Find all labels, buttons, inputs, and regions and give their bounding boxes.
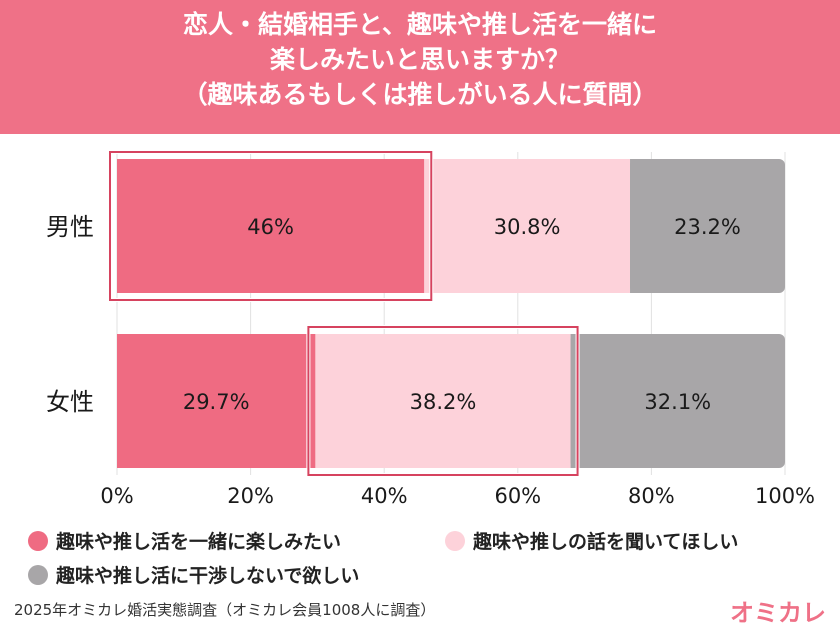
legend-label-together: 趣味や推し活を一緒に楽しみたい [56, 531, 342, 553]
bar-segment [315, 334, 571, 468]
x-tick-label: 100% [755, 484, 815, 508]
title-line-2: 楽しみたいと思いますか？ [269, 45, 570, 74]
bar-segment [117, 334, 316, 468]
legend-item-listen: 趣味や推しの話を聞いてほしい [445, 527, 738, 554]
legend-item-together: 趣味や推し活を一緒に楽しみたい [28, 527, 341, 554]
legend-label-listen: 趣味や推しの話を聞いてほしい [473, 531, 739, 553]
x-tick-label: 60% [494, 484, 541, 508]
bar-segment-fill [630, 159, 641, 293]
legend-label-no-interference: 趣味や推し活に干渉しないで欲しい [56, 565, 360, 587]
stacked-bar-chart: 46% 30.8% 23.2% 男性 29.7% 38.2% 32.1% 女性 0% 20% 40%… [46, 150, 815, 508]
chart-title: 恋人・結婚相手と、趣味や推し活を一緒に 楽しみたいと思いますか？ （趣味あるもし… [0, 0, 840, 134]
legend-swatch-no-interference [28, 564, 48, 585]
data-label: 46% [247, 215, 294, 239]
data-label: 32.1% [644, 390, 711, 414]
data-label: 30.8% [494, 215, 561, 239]
highlight-box [307, 326, 579, 476]
x-tick-label: 0% [100, 484, 133, 508]
data-label: 29.7% [183, 390, 250, 414]
legend-swatch-together [28, 530, 48, 551]
bar-segment [570, 334, 785, 468]
x-tick-label: 20% [227, 484, 274, 508]
legend-swatch-listen [445, 530, 465, 551]
survey-source-note: 2025年オミカレ婚活実態調査（オミカレ会員1008人に調査） [14, 601, 436, 619]
title-line-1: 恋人・結婚相手と、趣味や推し活を一緒に [182, 10, 657, 39]
title-line-3: （趣味あるもしくは推しがいる人に質問） [182, 80, 658, 109]
bar-segment [630, 159, 785, 293]
highlight-box [109, 151, 433, 301]
data-label: 23.2% [674, 215, 741, 239]
category-label: 女性 [46, 388, 94, 416]
category-label: 男性 [46, 213, 94, 241]
x-tick-label: 80% [628, 484, 675, 508]
x-tick-label: 40% [361, 484, 408, 508]
brand-logo: オミカレ [730, 599, 826, 627]
bar-segment [117, 159, 425, 293]
data-label: 38.2% [410, 390, 477, 414]
bar-segment [424, 159, 631, 293]
legend-item-no-interference: 趣味や推し活に干渉しないで欲しい [28, 561, 359, 588]
